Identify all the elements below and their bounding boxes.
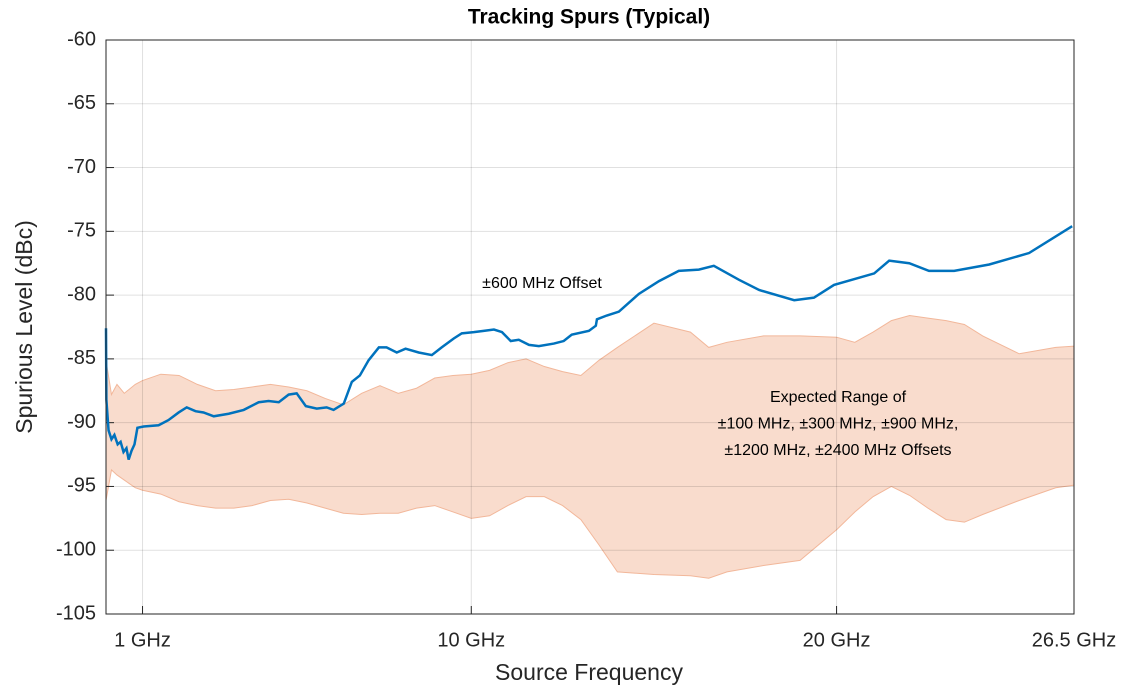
y-tick-label: -60 [67,28,96,50]
x-tick-label: 26.5 GHz [1032,629,1116,651]
band-annotation: ±100 MHz, ±300 MHz, ±900 MHz, [718,416,959,433]
y-tick-label: -75 [67,220,96,242]
y-tick-label: -95 [67,475,96,497]
band-annotation: ±1200 MHz, ±2400 MHz Offsets [724,442,951,459]
series-annotation: ±600 MHz Offset [482,275,602,292]
y-tick-label: -90 [67,411,96,433]
y-tick-label: -100 [56,539,96,561]
y-tick-label: -105 [56,602,96,624]
x-tick-label: 1 GHz [114,629,171,651]
chart-title: Tracking Spurs (Typical) [468,6,710,29]
x-axis-label: Source Frequency [495,659,683,685]
y-tick-label: -85 [67,347,96,369]
x-tick-label: 20 GHz [803,629,871,651]
plot-frame [105,39,1075,615]
y-tick-label: -80 [67,283,96,305]
band-annotation: Expected Range of [770,389,907,406]
y-tick-label: -65 [67,92,96,114]
line [104,225,1073,461]
x-tick-label: 10 GHz [437,629,505,651]
y-tick-label: -70 [67,156,96,178]
y-axis-label: Spurious Level (dBc) [11,220,37,434]
